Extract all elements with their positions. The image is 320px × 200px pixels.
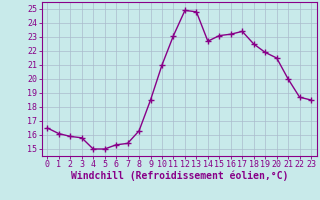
X-axis label: Windchill (Refroidissement éolien,°C): Windchill (Refroidissement éolien,°C) [70,171,288,181]
